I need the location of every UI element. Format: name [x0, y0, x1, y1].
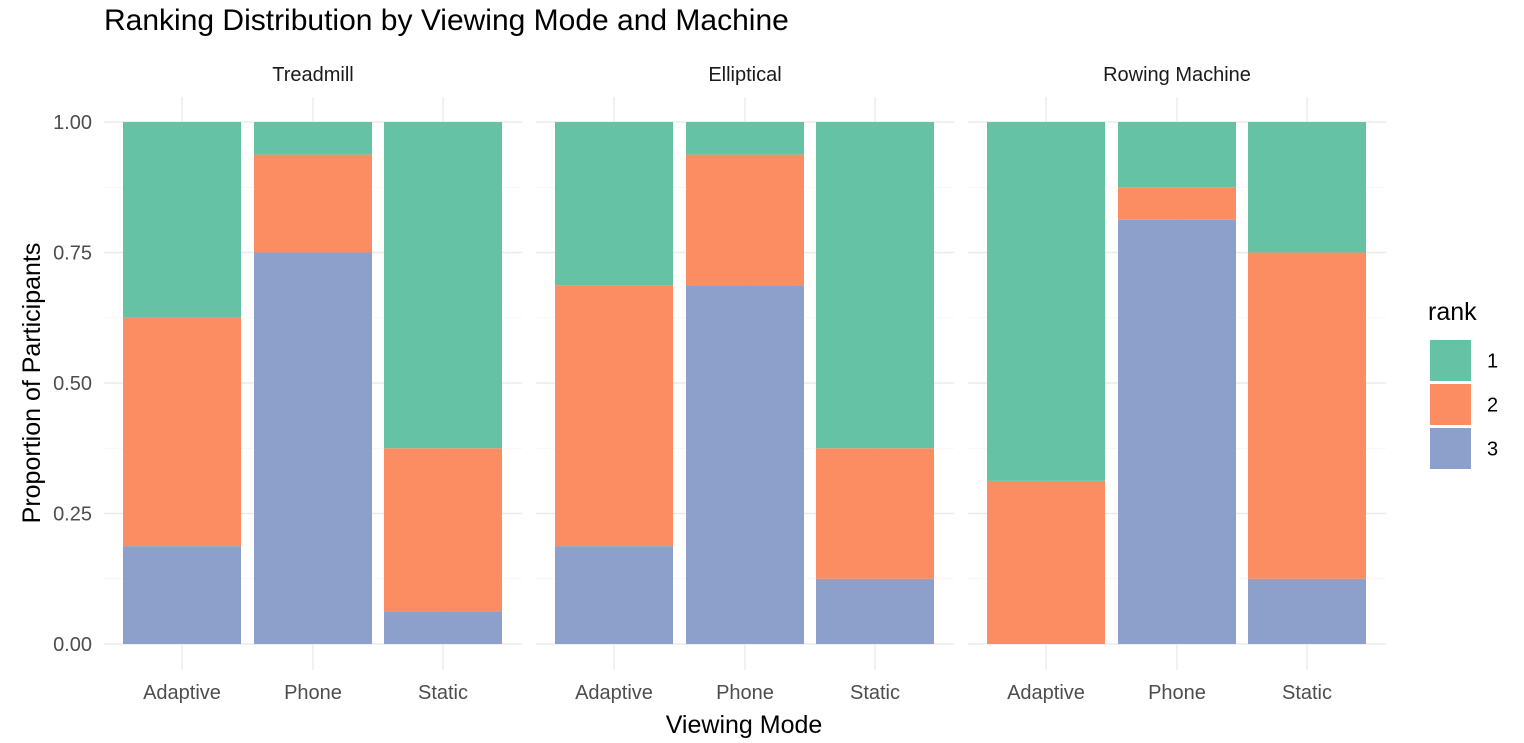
x-tick-label: Adaptive: [575, 682, 653, 704]
bar-segment-rank-3: [123, 546, 241, 644]
x-tick-label: Phone: [1148, 682, 1206, 704]
legend-key-rank-2: [1430, 384, 1471, 425]
bar-segment-rank-1: [254, 122, 372, 155]
facet-panel-rowing-machine: Rowing Machine Adaptive Phone Static: [968, 64, 1386, 704]
y-tick-label: 0.00: [53, 634, 92, 656]
y-tick-label: 0.75: [53, 243, 92, 265]
bar-segment-rank-2: [686, 154, 804, 286]
bar-segment-rank-2: [1118, 187, 1236, 220]
bar-segment-rank-1: [816, 122, 934, 449]
chart-title: Ranking Distribution by Viewing Mode and…: [104, 4, 789, 37]
y-tick-label: 1.00: [53, 112, 92, 134]
bar-segment-rank-2: [384, 448, 502, 612]
y-tick-label: 0.50: [53, 373, 92, 395]
y-axis: 0.00 0.25 0.50 0.75 1.00: [53, 112, 92, 656]
bar-segment-rank-3: [1248, 578, 1366, 644]
bar-segment-rank-3: [384, 611, 502, 644]
y-tick-label: 0.25: [53, 504, 92, 526]
x-tick-label: Adaptive: [1007, 682, 1085, 704]
y-axis-title: Proportion of Participants: [18, 243, 46, 524]
legend-key-rank-1: [1430, 340, 1471, 381]
x-tick-label: Static: [1282, 682, 1332, 704]
facet-strip-label: Treadmill: [272, 64, 354, 86]
bar-segment-rank-2: [1248, 252, 1366, 579]
facet-strip-label: Rowing Machine: [1103, 64, 1251, 86]
legend-title: rank: [1428, 298, 1477, 326]
bar-segment-rank-1: [1118, 122, 1236, 188]
bar-segment-rank-2: [254, 154, 372, 253]
facet-panels: Treadmill Adaptive Phone Static Elliptical Ad…: [104, 64, 1386, 704]
bar-segment-rank-1: [123, 122, 241, 318]
bar-segment-rank-1: [987, 122, 1105, 481]
bar-segment-rank-2: [987, 480, 1105, 644]
bar-segment-rank-3: [254, 252, 372, 644]
bar-segment-rank-1: [555, 122, 673, 286]
legend: rank 1 2 3: [1428, 298, 1498, 469]
legend-label: 3: [1487, 439, 1498, 461]
x-tick-label: Static: [418, 682, 468, 704]
bar-segment-rank-2: [123, 317, 241, 547]
facet-strip-label: Elliptical: [708, 64, 781, 86]
x-tick-label: Phone: [284, 682, 342, 704]
bar-segment-rank-3: [555, 546, 673, 644]
bar-segment-rank-3: [686, 285, 804, 644]
x-tick-label: Adaptive: [143, 682, 221, 704]
bar-segment-rank-2: [816, 448, 934, 579]
x-tick-label: Phone: [716, 682, 774, 704]
bar-segment-rank-3: [816, 578, 934, 644]
facet-panel-elliptical: Elliptical Adaptive Phone Static: [536, 64, 954, 704]
bar-segment-rank-3: [1118, 219, 1236, 644]
legend-label: 1: [1487, 351, 1498, 373]
legend-key-rank-3: [1430, 428, 1471, 469]
bar-segment-rank-1: [1248, 122, 1366, 253]
x-axis-title: Viewing Mode: [666, 711, 823, 739]
legend-label: 2: [1487, 395, 1498, 417]
facet-panel-treadmill: Treadmill Adaptive Phone Static: [104, 64, 522, 704]
bar-segment-rank-1: [686, 122, 804, 155]
bar-segment-rank-2: [555, 285, 673, 547]
bar-segment-rank-1: [384, 122, 502, 449]
x-tick-label: Static: [850, 682, 900, 704]
